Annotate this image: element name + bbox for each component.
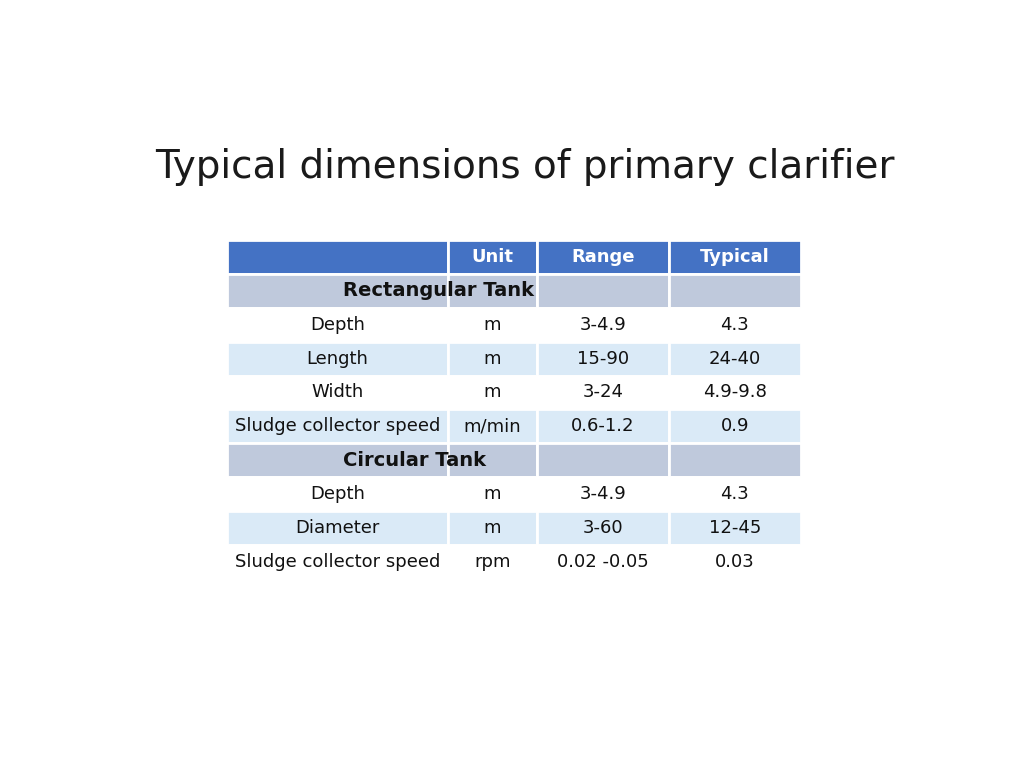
Bar bbox=[537, 308, 669, 342]
Bar bbox=[669, 308, 801, 342]
Bar bbox=[447, 342, 537, 376]
Bar bbox=[537, 511, 669, 545]
Bar bbox=[447, 274, 537, 308]
Bar bbox=[447, 511, 537, 545]
Text: Circular Tank: Circular Tank bbox=[343, 451, 486, 470]
Bar bbox=[227, 409, 447, 443]
Text: Depth: Depth bbox=[310, 485, 365, 503]
Bar bbox=[669, 477, 801, 511]
Bar bbox=[447, 240, 537, 274]
Text: 3-4.9: 3-4.9 bbox=[580, 316, 627, 334]
Text: Length: Length bbox=[306, 349, 369, 368]
Bar bbox=[227, 274, 447, 308]
Bar bbox=[227, 545, 447, 579]
Bar bbox=[669, 443, 801, 477]
Text: 24-40: 24-40 bbox=[709, 349, 761, 368]
Bar bbox=[447, 545, 537, 579]
Bar bbox=[537, 545, 669, 579]
Bar bbox=[447, 443, 537, 477]
Bar bbox=[227, 342, 447, 376]
Bar bbox=[537, 376, 669, 409]
Text: Depth: Depth bbox=[310, 316, 365, 334]
Text: Unit: Unit bbox=[471, 248, 513, 266]
Bar bbox=[447, 409, 537, 443]
Text: 3-24: 3-24 bbox=[583, 383, 624, 402]
Bar bbox=[669, 240, 801, 274]
Bar bbox=[537, 409, 669, 443]
Text: m: m bbox=[483, 383, 501, 402]
Bar bbox=[669, 511, 801, 545]
Bar bbox=[227, 308, 447, 342]
Text: 12-45: 12-45 bbox=[709, 519, 761, 537]
Text: 3-4.9: 3-4.9 bbox=[580, 485, 627, 503]
Bar bbox=[447, 376, 537, 409]
Text: Rectangular Tank: Rectangular Tank bbox=[343, 281, 535, 300]
Text: Range: Range bbox=[571, 248, 635, 266]
Bar bbox=[447, 308, 537, 342]
Text: 15-90: 15-90 bbox=[577, 349, 629, 368]
Bar bbox=[537, 342, 669, 376]
Bar bbox=[227, 240, 447, 274]
Text: m: m bbox=[483, 519, 501, 537]
Bar bbox=[669, 545, 801, 579]
Text: Typical dimensions of primary clarifier: Typical dimensions of primary clarifier bbox=[155, 148, 895, 186]
Text: m: m bbox=[483, 349, 501, 368]
Text: Sludge collector speed: Sludge collector speed bbox=[234, 417, 440, 435]
Text: 0.02 -0.05: 0.02 -0.05 bbox=[557, 553, 649, 571]
Bar bbox=[227, 443, 447, 477]
Text: 3-60: 3-60 bbox=[583, 519, 624, 537]
Text: m: m bbox=[483, 485, 501, 503]
Bar bbox=[669, 376, 801, 409]
Bar bbox=[227, 511, 447, 545]
Text: Diameter: Diameter bbox=[295, 519, 380, 537]
Bar bbox=[447, 477, 537, 511]
Bar bbox=[227, 376, 447, 409]
Bar bbox=[537, 443, 669, 477]
Bar bbox=[669, 342, 801, 376]
Text: rpm: rpm bbox=[474, 553, 511, 571]
Text: 0.03: 0.03 bbox=[715, 553, 755, 571]
Text: 0.9: 0.9 bbox=[721, 417, 749, 435]
Bar bbox=[537, 240, 669, 274]
Text: Width: Width bbox=[311, 383, 364, 402]
Bar bbox=[669, 274, 801, 308]
Text: m/min: m/min bbox=[464, 417, 521, 435]
Text: 4.3: 4.3 bbox=[720, 316, 750, 334]
Text: Typical: Typical bbox=[699, 248, 770, 266]
Text: m: m bbox=[483, 316, 501, 334]
Text: 0.6-1.2: 0.6-1.2 bbox=[571, 417, 635, 435]
Bar bbox=[537, 477, 669, 511]
Text: Sludge collector speed: Sludge collector speed bbox=[234, 553, 440, 571]
Text: 4.9-9.8: 4.9-9.8 bbox=[702, 383, 767, 402]
Bar bbox=[669, 409, 801, 443]
Bar bbox=[537, 274, 669, 308]
Text: 4.3: 4.3 bbox=[720, 485, 750, 503]
Bar bbox=[227, 477, 447, 511]
